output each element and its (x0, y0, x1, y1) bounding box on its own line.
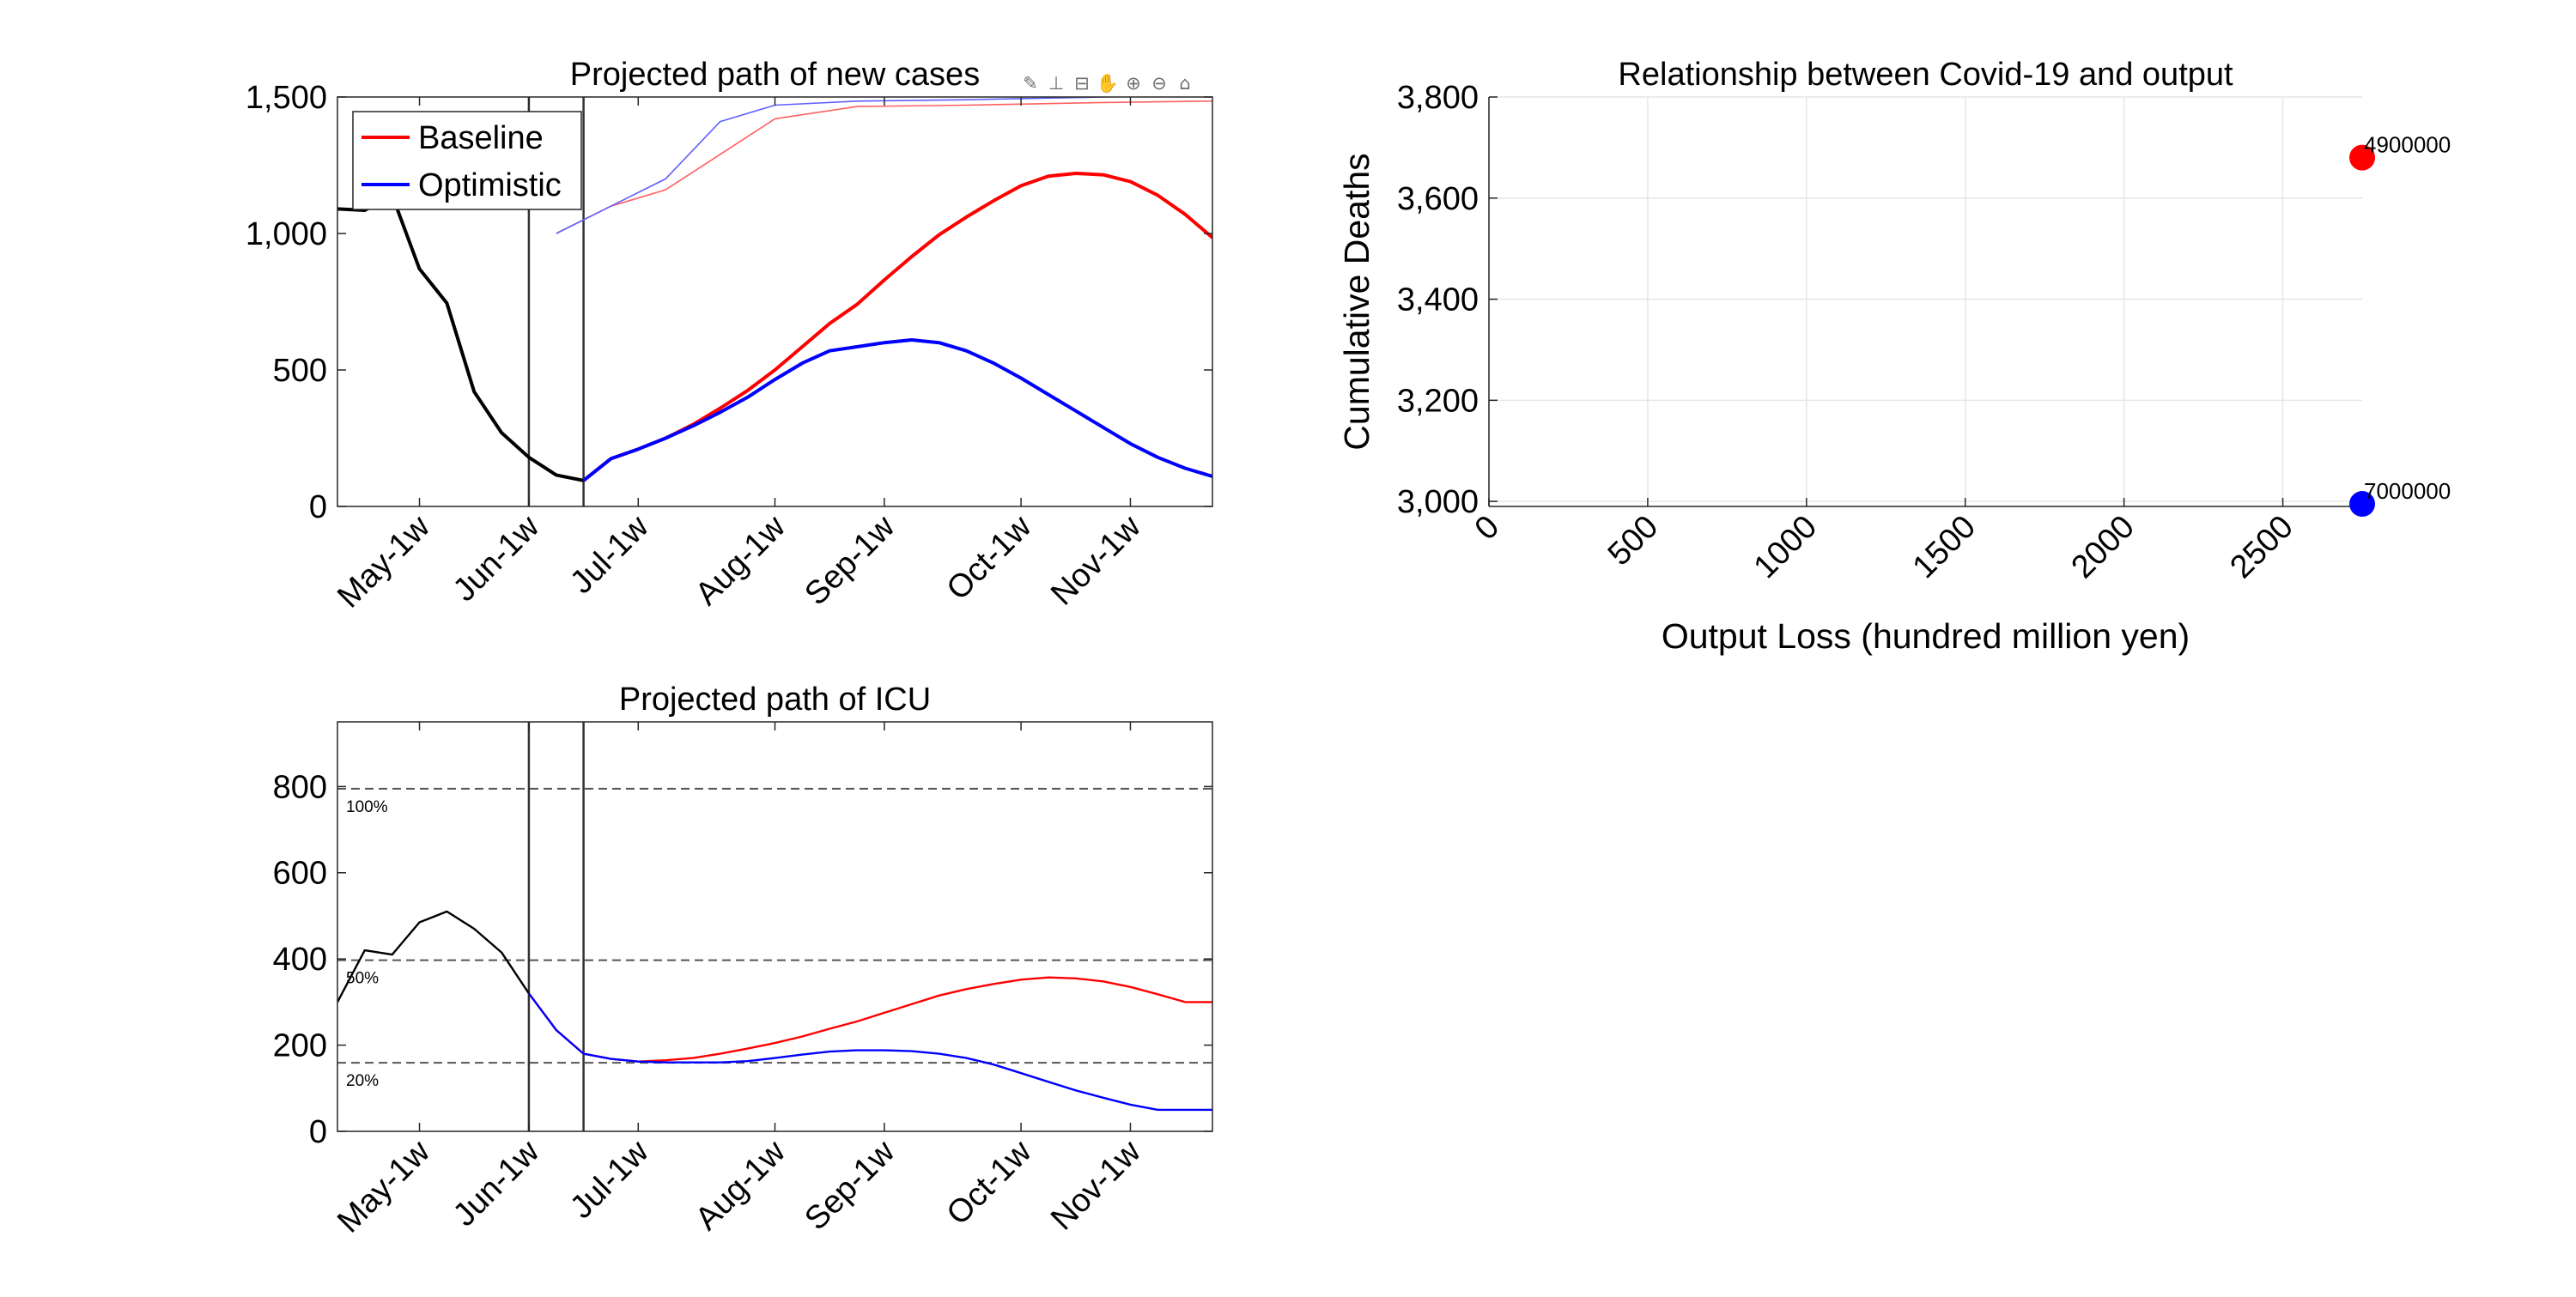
reference-line-label: 20% (346, 1072, 379, 1090)
legend-box (352, 111, 582, 210)
legend-label-optimistic: Optimistic (418, 167, 562, 203)
plot-area (337, 722, 1212, 1131)
y-tick-label: 3,600 (1397, 181, 1479, 217)
rotate-icon[interactable]: ⊟ (1074, 73, 1090, 94)
chart-title: Projected path of new cases (570, 57, 980, 93)
chart-title: Relationship between Covid-19 and output (1618, 57, 2233, 93)
y-tick-label: 200 (273, 1028, 327, 1064)
chart-title: Projected path of ICU (619, 682, 931, 718)
zoom-out-icon[interactable]: ⊖ (1151, 73, 1167, 94)
y-tick-label: 600 (273, 856, 327, 892)
y-tick-label: 3,400 (1397, 282, 1479, 318)
series-line-optimistic (582, 338, 1212, 482)
legend-label-baseline: Baseline (418, 120, 544, 156)
y-tick-label: 0 (309, 1114, 327, 1150)
y-tick-label: 0 (309, 489, 327, 525)
y-tick-label: 1,500 (246, 80, 327, 116)
series-line (337, 910, 530, 1003)
reference-line-label: 100% (346, 798, 388, 816)
datatip-icon[interactable]: ⊥ (1048, 73, 1065, 94)
legend: Baseline Optimistic (352, 111, 582, 210)
y-axis-label: Cumulative Deaths (1337, 153, 1376, 450)
series-line (556, 97, 1131, 234)
y-tick-label: 800 (273, 769, 327, 805)
scatter-point-label: 7000000 (2364, 478, 2451, 504)
plot-area (337, 97, 1212, 506)
reference-line-label: 50% (346, 970, 379, 988)
y-tick-label: 400 (273, 942, 327, 978)
x-axis-label: Output Loss (hundred million yen) (1662, 616, 2190, 656)
pan-hand-icon[interactable]: ✋ (1096, 72, 1120, 94)
scatter-point (2349, 144, 2375, 171)
y-tick-label: 3,000 (1397, 484, 1479, 520)
y-tick-label: 1,000 (246, 216, 327, 252)
y-tick-label: 3,800 (1397, 80, 1479, 116)
home-icon[interactable]: ⌂ (1179, 73, 1191, 94)
series-line (527, 992, 1212, 1112)
zoom-in-icon[interactable]: ⊕ (1126, 73, 1141, 94)
axes-toolbar: ✎ ⊥ ⊟ ✋ ⊕ ⊖ ⌂ (1018, 69, 1207, 98)
scatter-point (2349, 491, 2375, 518)
brush-icon[interactable]: ✎ (1023, 73, 1038, 94)
scatter-point-label: 4900000 (2364, 132, 2451, 158)
y-tick-label: 500 (273, 353, 327, 389)
y-tick-label: 3,200 (1397, 383, 1479, 419)
